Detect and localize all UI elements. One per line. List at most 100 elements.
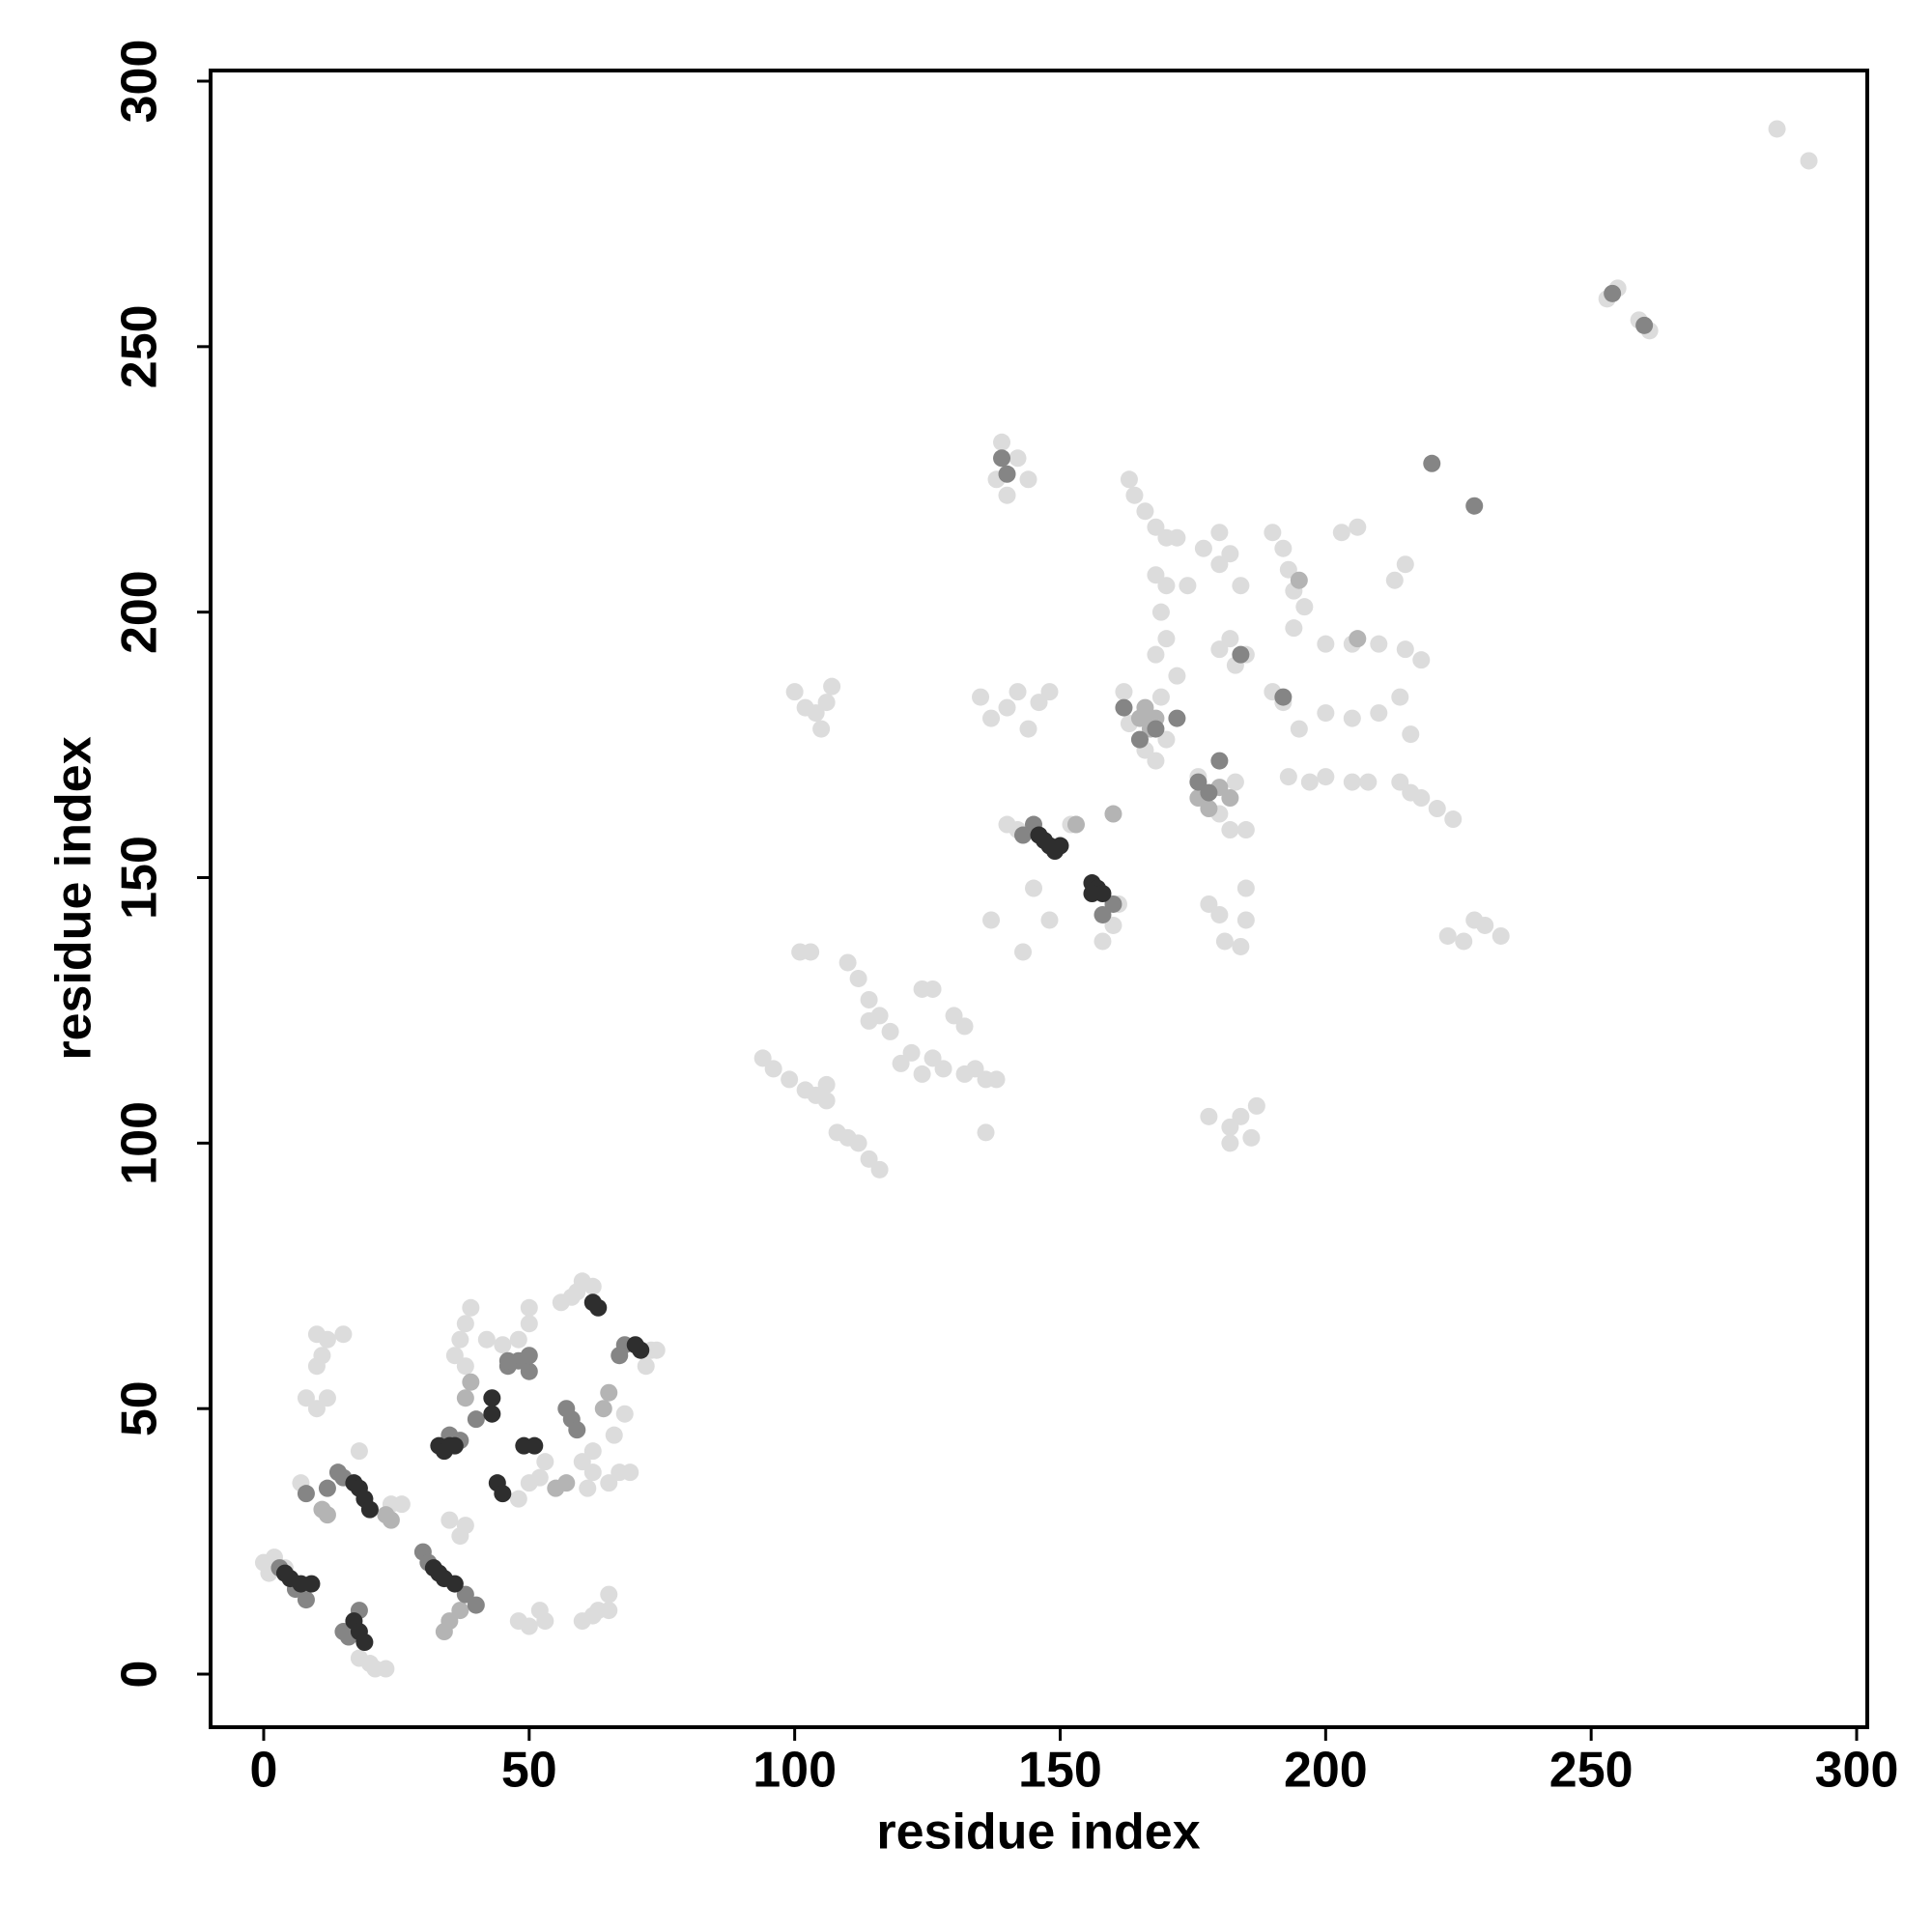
contact-point xyxy=(1019,470,1037,489)
contact-point xyxy=(753,1049,772,1067)
contact-point xyxy=(1083,885,1101,903)
contact-point xyxy=(1285,619,1303,638)
contact-point xyxy=(451,1330,469,1349)
contact-point xyxy=(1370,635,1388,653)
contact-point xyxy=(1221,545,1239,563)
contact-point xyxy=(892,1054,910,1072)
contact-point xyxy=(1115,683,1133,701)
contact-point xyxy=(1412,651,1431,669)
contact-point xyxy=(297,1485,315,1503)
x-tick-label: 100 xyxy=(753,1743,837,1799)
contact-point xyxy=(318,1330,336,1349)
contact-point xyxy=(1768,120,1786,138)
contact-point xyxy=(1200,1107,1218,1125)
contact-point xyxy=(1236,821,1255,839)
contact-point xyxy=(536,1453,554,1471)
contact-point xyxy=(583,1442,602,1461)
contact-point xyxy=(870,1160,889,1179)
contact-point xyxy=(1317,635,1335,653)
contact-point xyxy=(355,1634,374,1652)
contact-point xyxy=(1274,539,1293,557)
contact-point xyxy=(955,1017,974,1036)
contact-point xyxy=(1221,630,1239,648)
contact-point xyxy=(451,1602,469,1620)
contact-point xyxy=(998,465,1016,483)
contact-point xyxy=(360,1500,379,1519)
contact-point xyxy=(1147,752,1165,770)
contact-point xyxy=(817,694,836,712)
contact-point xyxy=(456,1315,474,1333)
contact-point xyxy=(1168,709,1186,727)
contact-point xyxy=(483,1389,501,1407)
contact-point xyxy=(1290,720,1308,738)
contact-point xyxy=(467,1410,485,1429)
contact-point xyxy=(275,1564,294,1582)
contact-point xyxy=(1236,879,1255,897)
contact-point xyxy=(1136,502,1154,521)
contact-point xyxy=(1264,524,1282,542)
contact-point xyxy=(1317,768,1335,786)
contact-point xyxy=(307,1400,326,1418)
contact-point xyxy=(881,1022,899,1040)
x-tick-label: 200 xyxy=(1284,1743,1368,1799)
x-axis-title: residue index xyxy=(876,1804,1200,1861)
contact-point xyxy=(1428,800,1446,818)
contact-point xyxy=(1157,577,1176,595)
contact-point xyxy=(1104,805,1122,823)
contact-point xyxy=(1232,645,1250,664)
contact-point xyxy=(1125,486,1144,504)
contact-point xyxy=(451,1527,469,1546)
y-tick-label: 300 xyxy=(112,40,168,124)
contact-point xyxy=(1359,773,1378,791)
contact-point xyxy=(1455,932,1473,951)
contact-point xyxy=(1168,528,1186,547)
contact-point xyxy=(1391,688,1409,706)
contact-point xyxy=(526,1436,544,1455)
contact-point xyxy=(993,449,1011,468)
contact-point xyxy=(1168,667,1186,685)
contact-point xyxy=(1232,1107,1250,1125)
contact-point xyxy=(605,1426,623,1444)
contact-point xyxy=(1040,911,1059,929)
contact-point xyxy=(807,704,825,723)
y-tick-label: 150 xyxy=(112,836,168,920)
contact-point xyxy=(1019,720,1037,738)
contact-point xyxy=(1396,555,1414,574)
y-tick-label: 0 xyxy=(112,1661,168,1689)
contact-point xyxy=(498,1351,517,1370)
contact-point xyxy=(1051,837,1069,855)
contact-point xyxy=(1604,284,1622,302)
contact-point xyxy=(1800,152,1818,170)
contact-point xyxy=(579,1479,597,1497)
contact-point xyxy=(1147,566,1165,584)
contact-point xyxy=(445,1436,464,1455)
contact-point xyxy=(334,1325,353,1344)
x-tick-label: 50 xyxy=(501,1743,557,1799)
contact-point xyxy=(462,1373,480,1391)
x-tick-label: 150 xyxy=(1018,1743,1102,1799)
contact-point xyxy=(1385,571,1404,589)
contact-point xyxy=(445,1575,464,1593)
contact-point xyxy=(509,1330,527,1349)
contact-point xyxy=(318,1389,336,1407)
contact-point xyxy=(1104,895,1122,913)
contact-point xyxy=(1130,730,1149,749)
contact-point xyxy=(923,1049,942,1067)
contact-point xyxy=(1194,539,1212,557)
contact-point xyxy=(302,1575,321,1593)
contact-point xyxy=(462,1298,480,1317)
contact-point xyxy=(1317,704,1335,723)
contact-point xyxy=(1014,826,1033,844)
contact-point xyxy=(1242,1128,1261,1147)
contact-point xyxy=(945,1007,963,1025)
contact-point xyxy=(536,1612,554,1631)
contact-point xyxy=(1030,826,1048,844)
contact-point xyxy=(838,953,857,972)
contact-point xyxy=(982,911,1001,929)
contact-point xyxy=(1226,773,1244,791)
contact-point xyxy=(1391,773,1409,791)
contact-point xyxy=(781,1070,799,1089)
contact-point xyxy=(1332,524,1350,542)
contact-point xyxy=(1210,905,1229,923)
